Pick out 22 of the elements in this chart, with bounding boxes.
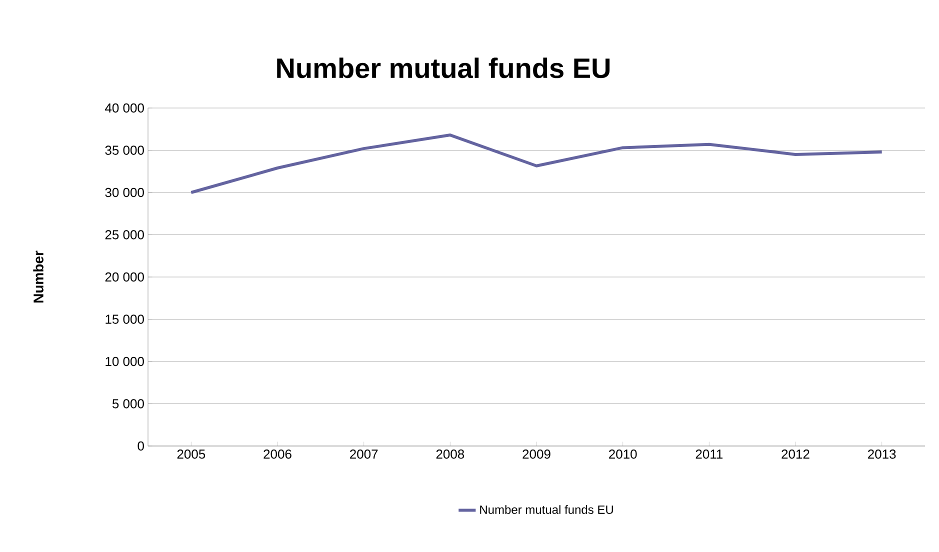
x-tick-label: 2005 bbox=[177, 450, 206, 459]
x-tick-label: 2011 bbox=[696, 450, 723, 459]
x-tick-label: 2006 bbox=[264, 450, 292, 459]
y-tick-label: 35 000 bbox=[105, 146, 144, 155]
y-tick-label: 40 000 bbox=[105, 103, 144, 113]
legend-label: Number mutual funds EU bbox=[480, 505, 613, 514]
x-tick-label: 2008 bbox=[436, 450, 464, 459]
y-tick-label: 10 000 bbox=[106, 356, 144, 366]
y-axis-title: Number bbox=[33, 250, 44, 303]
x-tick-label: 2007 bbox=[350, 450, 378, 459]
y-tick-label: 15 000 bbox=[106, 314, 144, 324]
x-tick-label: 2013 bbox=[868, 450, 896, 459]
y-tick-label: 25 000 bbox=[105, 230, 144, 240]
line-series bbox=[190, 134, 884, 194]
y-tick-label: 20 000 bbox=[105, 272, 144, 282]
x-tick-label: 2012 bbox=[782, 450, 810, 459]
y-tick-label: 30 000 bbox=[105, 188, 144, 198]
x-tick-label: 2010 bbox=[609, 450, 637, 459]
y-tick-label: 0 bbox=[138, 441, 144, 451]
x-tick-label: 2009 bbox=[522, 450, 550, 459]
chart-title: Number mutual funds EU bbox=[277, 58, 610, 78]
y-tick-label: 5 000 bbox=[112, 399, 144, 408]
